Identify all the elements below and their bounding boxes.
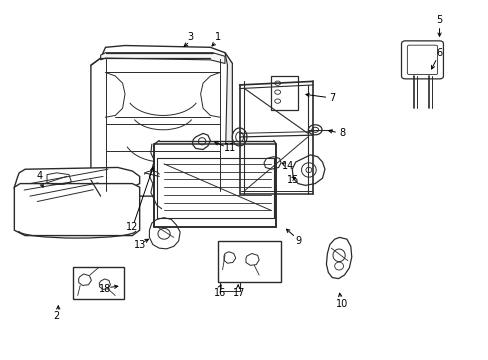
- Text: 8: 8: [338, 129, 345, 138]
- Bar: [271, 76, 298, 110]
- Text: 16: 16: [214, 288, 226, 298]
- Polygon shape: [222, 53, 232, 191]
- Text: 17: 17: [233, 288, 245, 298]
- Text: 11: 11: [224, 143, 236, 153]
- Bar: [73, 267, 124, 299]
- Text: 15: 15: [286, 175, 299, 185]
- Text: 10: 10: [335, 299, 347, 309]
- Polygon shape: [101, 53, 224, 63]
- Text: 18: 18: [99, 284, 111, 294]
- Text: 7: 7: [328, 93, 335, 103]
- Text: 5: 5: [435, 15, 442, 26]
- Text: 3: 3: [187, 32, 194, 41]
- Polygon shape: [14, 167, 140, 189]
- FancyBboxPatch shape: [407, 45, 437, 75]
- Polygon shape: [14, 184, 140, 235]
- Text: 13: 13: [133, 239, 145, 249]
- Bar: [217, 241, 281, 282]
- Text: 9: 9: [294, 236, 301, 246]
- Text: 12: 12: [126, 222, 138, 231]
- Text: 2: 2: [54, 311, 60, 321]
- Polygon shape: [91, 45, 232, 196]
- Bar: [154, 144, 276, 226]
- Text: 6: 6: [436, 48, 442, 58]
- FancyBboxPatch shape: [401, 41, 443, 79]
- Text: 1: 1: [214, 32, 220, 41]
- Polygon shape: [326, 237, 351, 279]
- Text: 14: 14: [282, 161, 294, 171]
- Text: 4: 4: [37, 171, 42, 181]
